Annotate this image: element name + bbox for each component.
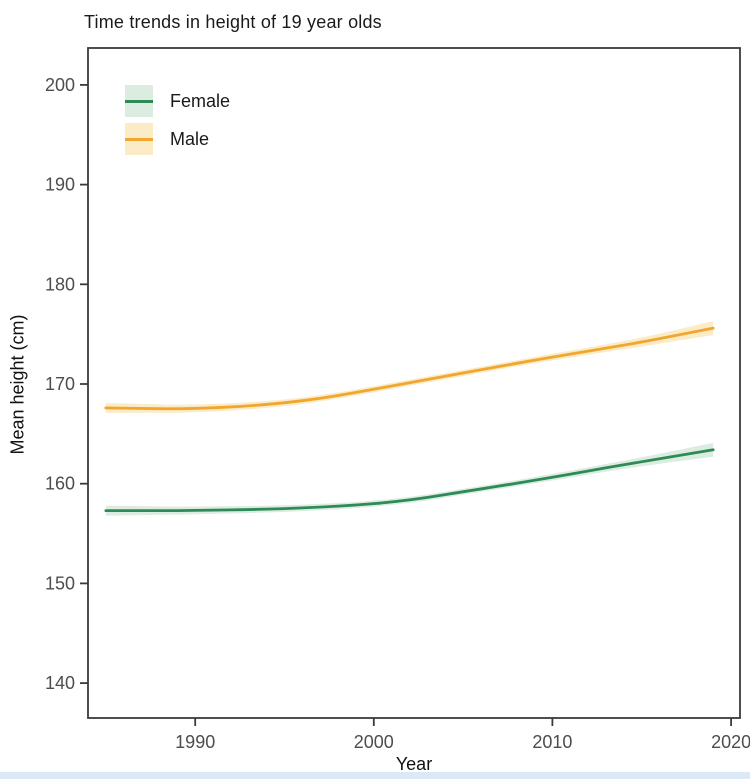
legend-key-female-line [125,99,153,103]
y-tick-label: 170 [45,374,75,394]
legend-item-female: Female [125,85,230,117]
y-tick-label: 160 [45,474,75,494]
bottom-highlight-strip [0,772,750,779]
x-axis-title: Year [395,754,433,774]
x-tick-label: 2020 [711,732,750,752]
legend: Female Male [125,85,230,155]
x-tick-label: 2010 [532,732,572,752]
y-tick-label: 190 [45,175,75,195]
legend-item-male: Male [125,123,230,155]
y-axis-title: Mean height (cm) [7,314,28,455]
legend-label-female: Female [170,90,231,111]
y-tick-label: 140 [45,673,75,693]
y-tick-label: 180 [45,274,75,294]
y-tick-label: 200 [45,75,75,95]
legend-key-female-swatch [125,85,153,117]
panel-border [87,47,741,719]
chart-title: Time trends in height of 19 year olds [84,12,382,32]
legend-key-male-swatch [125,123,153,155]
x-tick-label: 2000 [354,732,394,752]
chart-line-female [104,448,715,513]
legend-key-male-line [125,137,153,141]
y-tick-label: 150 [45,573,75,593]
chart-line-male [104,326,715,411]
legend-label-male: Male [170,128,210,149]
x-tick-label: 1990 [175,732,215,752]
